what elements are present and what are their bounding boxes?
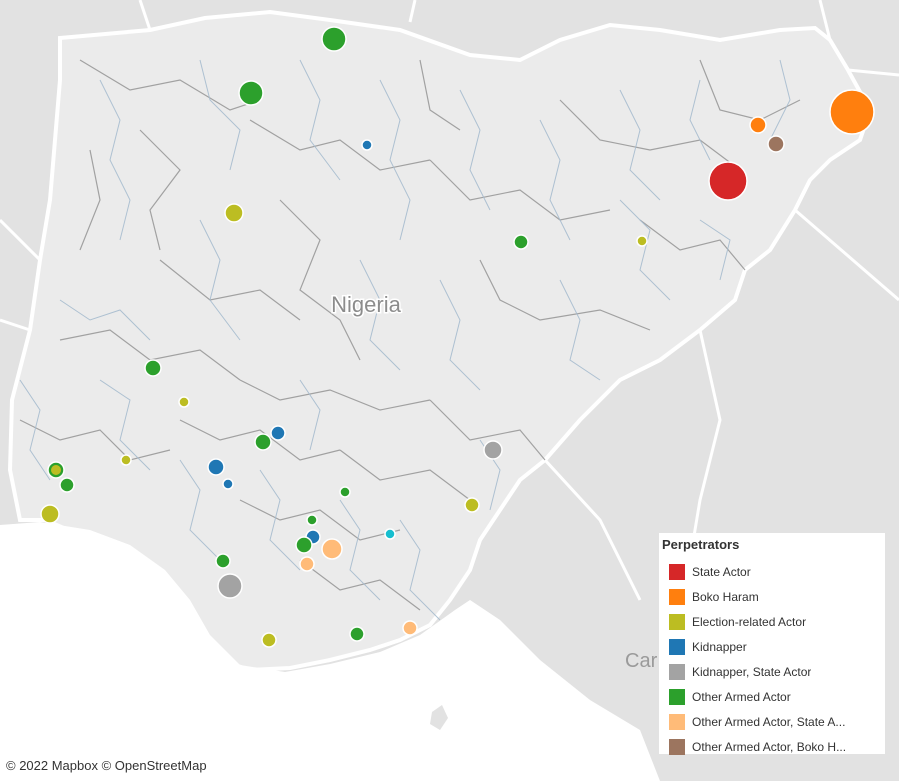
legend-label: Other Armed Actor, State A... (692, 714, 846, 729)
marker-other-armed-state-actor[interactable] (321, 538, 343, 560)
marker-other-armed-actor[interactable] (215, 553, 231, 569)
marker-election-related-actor[interactable] (120, 454, 132, 466)
marker-other-armed-actor[interactable] (295, 536, 313, 554)
marker-election-related-actor[interactable] (51, 465, 61, 475)
legend-label: Other Armed Actor, Boko H... (692, 739, 847, 754)
marker-other-armed-actor[interactable] (238, 80, 264, 106)
marker-other-armed-actor[interactable] (513, 234, 529, 250)
incident-markers[interactable] (40, 26, 875, 648)
legend-item-other-armed-actor[interactable]: Other Armed Actor (662, 684, 885, 709)
sea (0, 522, 660, 781)
rivers (19, 59, 791, 621)
marker-other-armed-boko-haram[interactable] (767, 135, 785, 153)
legend-item-election-related-actor[interactable]: Election-related Actor (662, 609, 885, 634)
marker-other-armed-actor[interactable] (321, 26, 347, 52)
legend-label: Boko Haram (692, 589, 759, 604)
marker-other-armed-actor[interactable] (144, 359, 162, 377)
legend-swatch (669, 738, 685, 755)
marker-kidnapper-other[interactable] (384, 528, 396, 540)
legend-item-kidnapper-state-actor[interactable]: Kidnapper, State Actor (662, 659, 885, 684)
legend-title: Perpetrators (662, 537, 740, 552)
marker-kidnapper[interactable] (222, 478, 234, 490)
marker-election-related-actor[interactable] (261, 632, 277, 648)
marker-election-related-actor[interactable] (178, 396, 190, 408)
country-label-nigeria: Nigeria (331, 292, 401, 317)
legend-item-boko-haram[interactable]: Boko Haram (662, 584, 885, 609)
legend: Perpetrators State Actor Boko Haram Elec… (659, 533, 885, 755)
marker-kidnapper-state-actor[interactable] (217, 573, 243, 599)
legend-items: State Actor Boko Haram Election-related … (662, 559, 885, 759)
legend-label: Other Armed Actor (692, 689, 791, 704)
marker-election-related-actor[interactable] (40, 504, 60, 524)
marker-election-related-actor[interactable] (636, 235, 648, 247)
marker-election-related-actor[interactable] (464, 497, 480, 513)
map-attribution[interactable]: © 2022 Mapbox © OpenStreetMap (6, 758, 207, 773)
island (430, 705, 448, 730)
marker-other-armed-state-actor[interactable] (402, 620, 418, 636)
marker-other-armed-actor[interactable] (349, 626, 365, 642)
marker-other-armed-actor[interactable] (59, 477, 75, 493)
legend-item-state-actor[interactable]: State Actor (662, 559, 885, 584)
legend-label: Kidnapper (692, 639, 747, 654)
marker-election-related-actor[interactable] (224, 203, 244, 223)
legend-label: State Actor (692, 564, 751, 579)
marker-other-armed-actor[interactable] (339, 486, 351, 498)
legend-item-other-armed-state-actor[interactable]: Other Armed Actor, State A... (662, 709, 885, 734)
legend-swatch (669, 713, 685, 730)
country-borders (0, 0, 899, 601)
marker-kidnapper[interactable] (207, 458, 225, 476)
marker-kidnapper[interactable] (270, 425, 286, 441)
legend-swatch (669, 613, 685, 630)
marker-other-armed-actor[interactable] (254, 433, 272, 451)
marker-kidnapper[interactable] (361, 139, 373, 151)
marker-other-armed-state-actor[interactable] (299, 556, 315, 572)
legend-swatch (669, 663, 685, 680)
legend-swatch (669, 588, 685, 605)
legend-swatch (669, 638, 685, 655)
legend-label: Kidnapper, State Actor (692, 664, 812, 679)
legend-swatch (669, 688, 685, 705)
legend-label: Election-related Actor (692, 614, 807, 629)
country-label-cameroon: Car (625, 650, 658, 672)
marker-state-actor[interactable] (708, 161, 748, 201)
legend-item-other-armed-boko-haram[interactable]: Other Armed Actor, Boko H... (662, 734, 885, 759)
marker-boko-haram[interactable] (749, 116, 767, 134)
marker-boko-haram[interactable] (829, 89, 875, 135)
marker-other-armed-actor[interactable] (306, 514, 318, 526)
marker-kidnapper-state-actor[interactable] (483, 440, 503, 460)
legend-swatch (669, 563, 685, 580)
legend-item-kidnapper[interactable]: Kidnapper (662, 634, 885, 659)
